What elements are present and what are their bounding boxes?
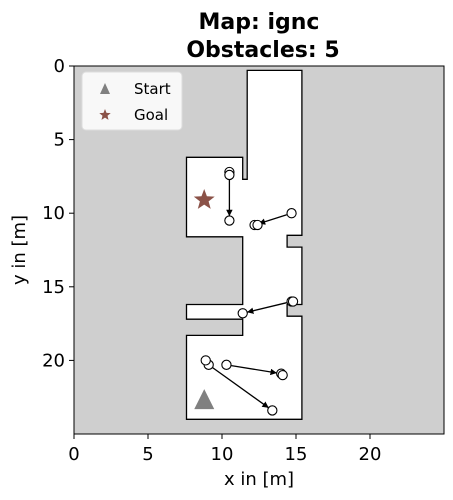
obstacle-circle-3 [287, 296, 299, 307]
obstacle-end-circle-5 [267, 405, 278, 416]
obstacle-circle-1 [224, 169, 235, 181]
free-space-region [185, 69, 303, 420]
legend-goal-label: Goal [134, 106, 168, 124]
obstacle-start-circle-4 [221, 359, 232, 370]
legend-goal-marker [99, 109, 111, 120]
y-tick-label: 5 [54, 130, 65, 151]
y-tick-label: 10 [42, 203, 65, 224]
goal-marker [193, 189, 215, 209]
obstacle-end-circle-1 [224, 215, 235, 226]
obstacle-circle-5 [277, 369, 288, 381]
start-marker [194, 389, 215, 410]
y-tick-label: 0 [54, 56, 65, 77]
marker-layer [193, 189, 215, 410]
chart-title-line2: Obstacles: 5 [186, 38, 339, 63]
y-axis: 0 5 10 15 20 [42, 56, 74, 371]
x-tick-label: 15 [285, 444, 308, 465]
x-tick-label: 5 [142, 444, 153, 465]
chart-title-line1: Map: ignc [199, 10, 320, 35]
obstacle-path-2 [258, 214, 287, 225]
obstacle-circle-2 [252, 219, 263, 231]
x-tick-label: 20 [359, 444, 382, 465]
obstacle-path-3 [246, 302, 287, 314]
legend-start-label: Start [134, 80, 171, 98]
x-axis-label: x in [m] [224, 469, 294, 490]
plot-frame [73, 65, 445, 435]
x-tick-label: 0 [68, 444, 79, 465]
obstacle-path-5 [212, 367, 269, 409]
legend: Start Goal [81, 71, 183, 131]
y-tick-label: 15 [42, 277, 65, 298]
x-axis: 0 5 10 15 20 [68, 434, 381, 465]
y-axis-label: y in [m] [9, 215, 30, 285]
y-tick-label: 20 [42, 350, 65, 371]
obstacle-end-circle-3 [237, 308, 248, 319]
obstacle-circle-4 [200, 355, 211, 366]
obstacle-path-4 [231, 364, 277, 376]
obstacle-start-circle-2 [286, 208, 297, 219]
x-tick-label: 10 [211, 444, 234, 465]
obstacle-layer [200, 166, 299, 416]
legend-start-marker [100, 83, 110, 94]
